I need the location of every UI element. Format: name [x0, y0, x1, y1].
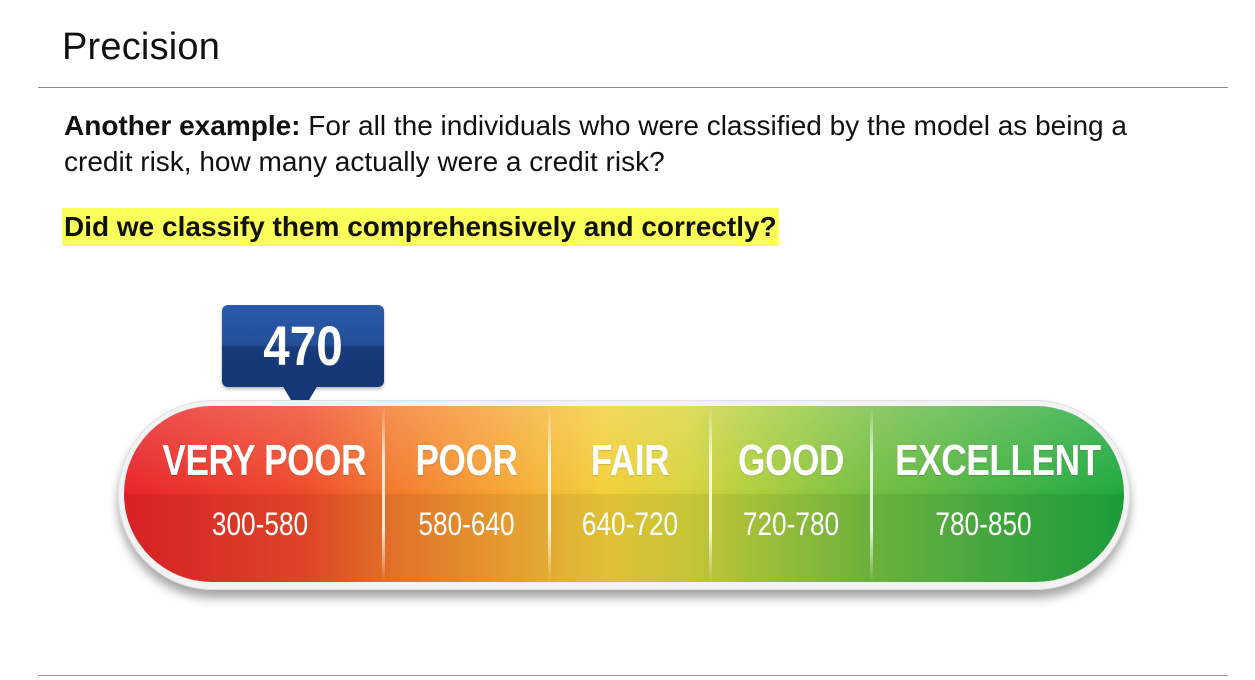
score-marker: 470 [222, 305, 384, 387]
page-title: Precision [62, 26, 221, 68]
segment-divider [382, 406, 385, 582]
segment-label: GOOD [738, 436, 844, 485]
segment-divider [548, 406, 551, 582]
score-value: 470 [263, 314, 343, 377]
segment-range: 780-850 [935, 506, 1032, 542]
title-divider [38, 87, 1228, 88]
segment-label: FAIR [590, 436, 670, 485]
segment-divider [709, 406, 712, 582]
segment-poor: POOR 580-640 [385, 406, 548, 582]
gauge-bar: VERY POOR 300-580 POOR 580-640 FAIR 640-… [124, 406, 1124, 582]
segment-label: EXCELLENT [895, 436, 1101, 485]
highlighted-question: Did we classify them comprehensively and… [62, 208, 779, 246]
segment-label: VERY POOR [162, 436, 367, 485]
segment-range: 640-720 [581, 506, 679, 542]
segment-range: 300-580 [211, 506, 309, 542]
body-lead: Another example: [64, 110, 301, 141]
body-text: For all the individuals who were classif… [64, 110, 1127, 177]
segment-label: POOR [415, 436, 518, 485]
segment-range: 720-780 [742, 506, 840, 542]
segment-very-poor: VERY POOR 300-580 [124, 406, 382, 582]
bottom-divider [38, 675, 1228, 676]
credit-score-gauge: VERY POOR 300-580 POOR 580-640 FAIR 640-… [118, 400, 1138, 600]
segment-good: GOOD 720-780 [712, 406, 870, 582]
segment-excellent: EXCELLENT 780-850 [873, 406, 1124, 582]
body-paragraph: Another example: For all the individuals… [64, 108, 1184, 180]
segment-divider [870, 406, 873, 582]
segment-fair: FAIR 640-720 [551, 406, 709, 582]
segment-range: 580-640 [418, 506, 515, 542]
